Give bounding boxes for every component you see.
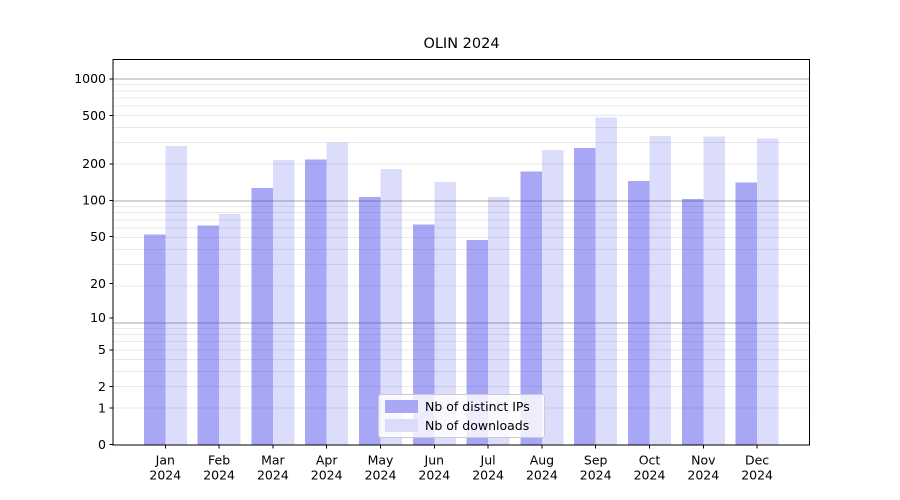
x-tick-label-month: Aug: [530, 453, 554, 468]
x-tick-label-month: Oct: [639, 453, 661, 468]
bar-jun-distinct-ips: [412, 224, 435, 445]
bar-aug-downloads: [541, 149, 564, 446]
bar-oct-downloads: [649, 135, 671, 445]
x-tick-label-year: 2024: [687, 468, 719, 483]
bar-sep-downloads: [595, 117, 618, 445]
legend: Nb of distinct IPs Nb of downloads: [378, 394, 545, 438]
bar-dec-downloads: [757, 138, 779, 445]
x-tick-label-month: Jun: [424, 453, 445, 468]
bar-mar-distinct-ips: [251, 188, 273, 445]
x-tick-label-year: 2024: [526, 468, 558, 483]
y-tick-label: 0: [98, 437, 106, 452]
x-tick-label-year: 2024: [741, 468, 773, 483]
x-tick-label-year: 2024: [472, 468, 504, 483]
bar-jul-downloads: [488, 196, 510, 445]
x-tick-label-year: 2024: [311, 468, 343, 483]
legend-item-distinct-ips: Nb of distinct IPs: [385, 399, 536, 414]
y-tick-label: 100: [82, 193, 106, 208]
x-tick-label-year: 2024: [257, 468, 289, 483]
legend-item-downloads: Nb of downloads: [385, 418, 536, 433]
legend-label-distinct-ips: Nb of distinct IPs: [425, 399, 530, 414]
bar-mar-downloads: [272, 159, 295, 445]
x-tick-label-year: 2024: [580, 468, 612, 483]
x-tick-label-year: 2024: [365, 468, 397, 483]
x-tick-label-month: Jan: [155, 453, 175, 468]
y-tick-label: 10: [90, 310, 106, 325]
bar-apr-downloads: [326, 142, 349, 445]
y-tick-label: 20: [90, 276, 106, 291]
bar-aug-distinct-ips: [520, 171, 542, 445]
x-tick-label-year: 2024: [634, 468, 666, 483]
bar-jan-distinct-ips: [143, 234, 166, 445]
x-tick-label-month: Dec: [745, 453, 769, 468]
legend-swatch-distinct-ips: [385, 400, 418, 413]
bar-nov-distinct-ips: [681, 198, 704, 445]
legend-swatch-downloads: [385, 419, 418, 432]
y-tick-label: 200: [82, 156, 106, 171]
y-tick-label: 2: [98, 379, 106, 394]
bar-apr-distinct-ips: [305, 159, 327, 446]
x-tick-label-month: Nov: [691, 453, 716, 468]
plot-border: [112, 59, 810, 446]
bar-feb-downloads: [219, 214, 241, 445]
x-tick-label-month: Apr: [316, 453, 338, 468]
bar-jul-distinct-ips: [466, 239, 489, 445]
y-tick-label: 500: [82, 108, 106, 123]
x-tick-label-month: May: [368, 453, 394, 468]
x-tick-label-month: Sep: [584, 453, 608, 468]
y-tick-label: 1000: [74, 71, 106, 86]
bar-oct-distinct-ips: [628, 180, 650, 445]
y-tick-label: 50: [90, 229, 106, 244]
x-tick-label-year: 2024: [418, 468, 450, 483]
bar-dec-distinct-ips: [735, 182, 758, 445]
x-tick-label-month: Jul: [480, 453, 496, 468]
x-tick-label-month: Mar: [261, 453, 285, 468]
bar-sep-distinct-ips: [574, 148, 596, 446]
y-tick-label: 1: [98, 400, 106, 415]
x-tick-label-month: Feb: [208, 453, 230, 468]
bar-may-downloads: [380, 169, 402, 445]
bar-nov-downloads: [703, 136, 725, 445]
legend-label-downloads: Nb of downloads: [425, 418, 530, 433]
x-tick-label-year: 2024: [203, 468, 235, 483]
bar-may-distinct-ips: [359, 196, 381, 445]
chart-title: OLIN 2024: [423, 36, 500, 52]
bar-jun-downloads: [434, 181, 456, 445]
y-tick-label: 5: [98, 342, 106, 357]
bar-feb-distinct-ips: [197, 225, 220, 445]
x-tick-label-year: 2024: [149, 468, 181, 483]
bar-jan-downloads: [165, 145, 187, 445]
